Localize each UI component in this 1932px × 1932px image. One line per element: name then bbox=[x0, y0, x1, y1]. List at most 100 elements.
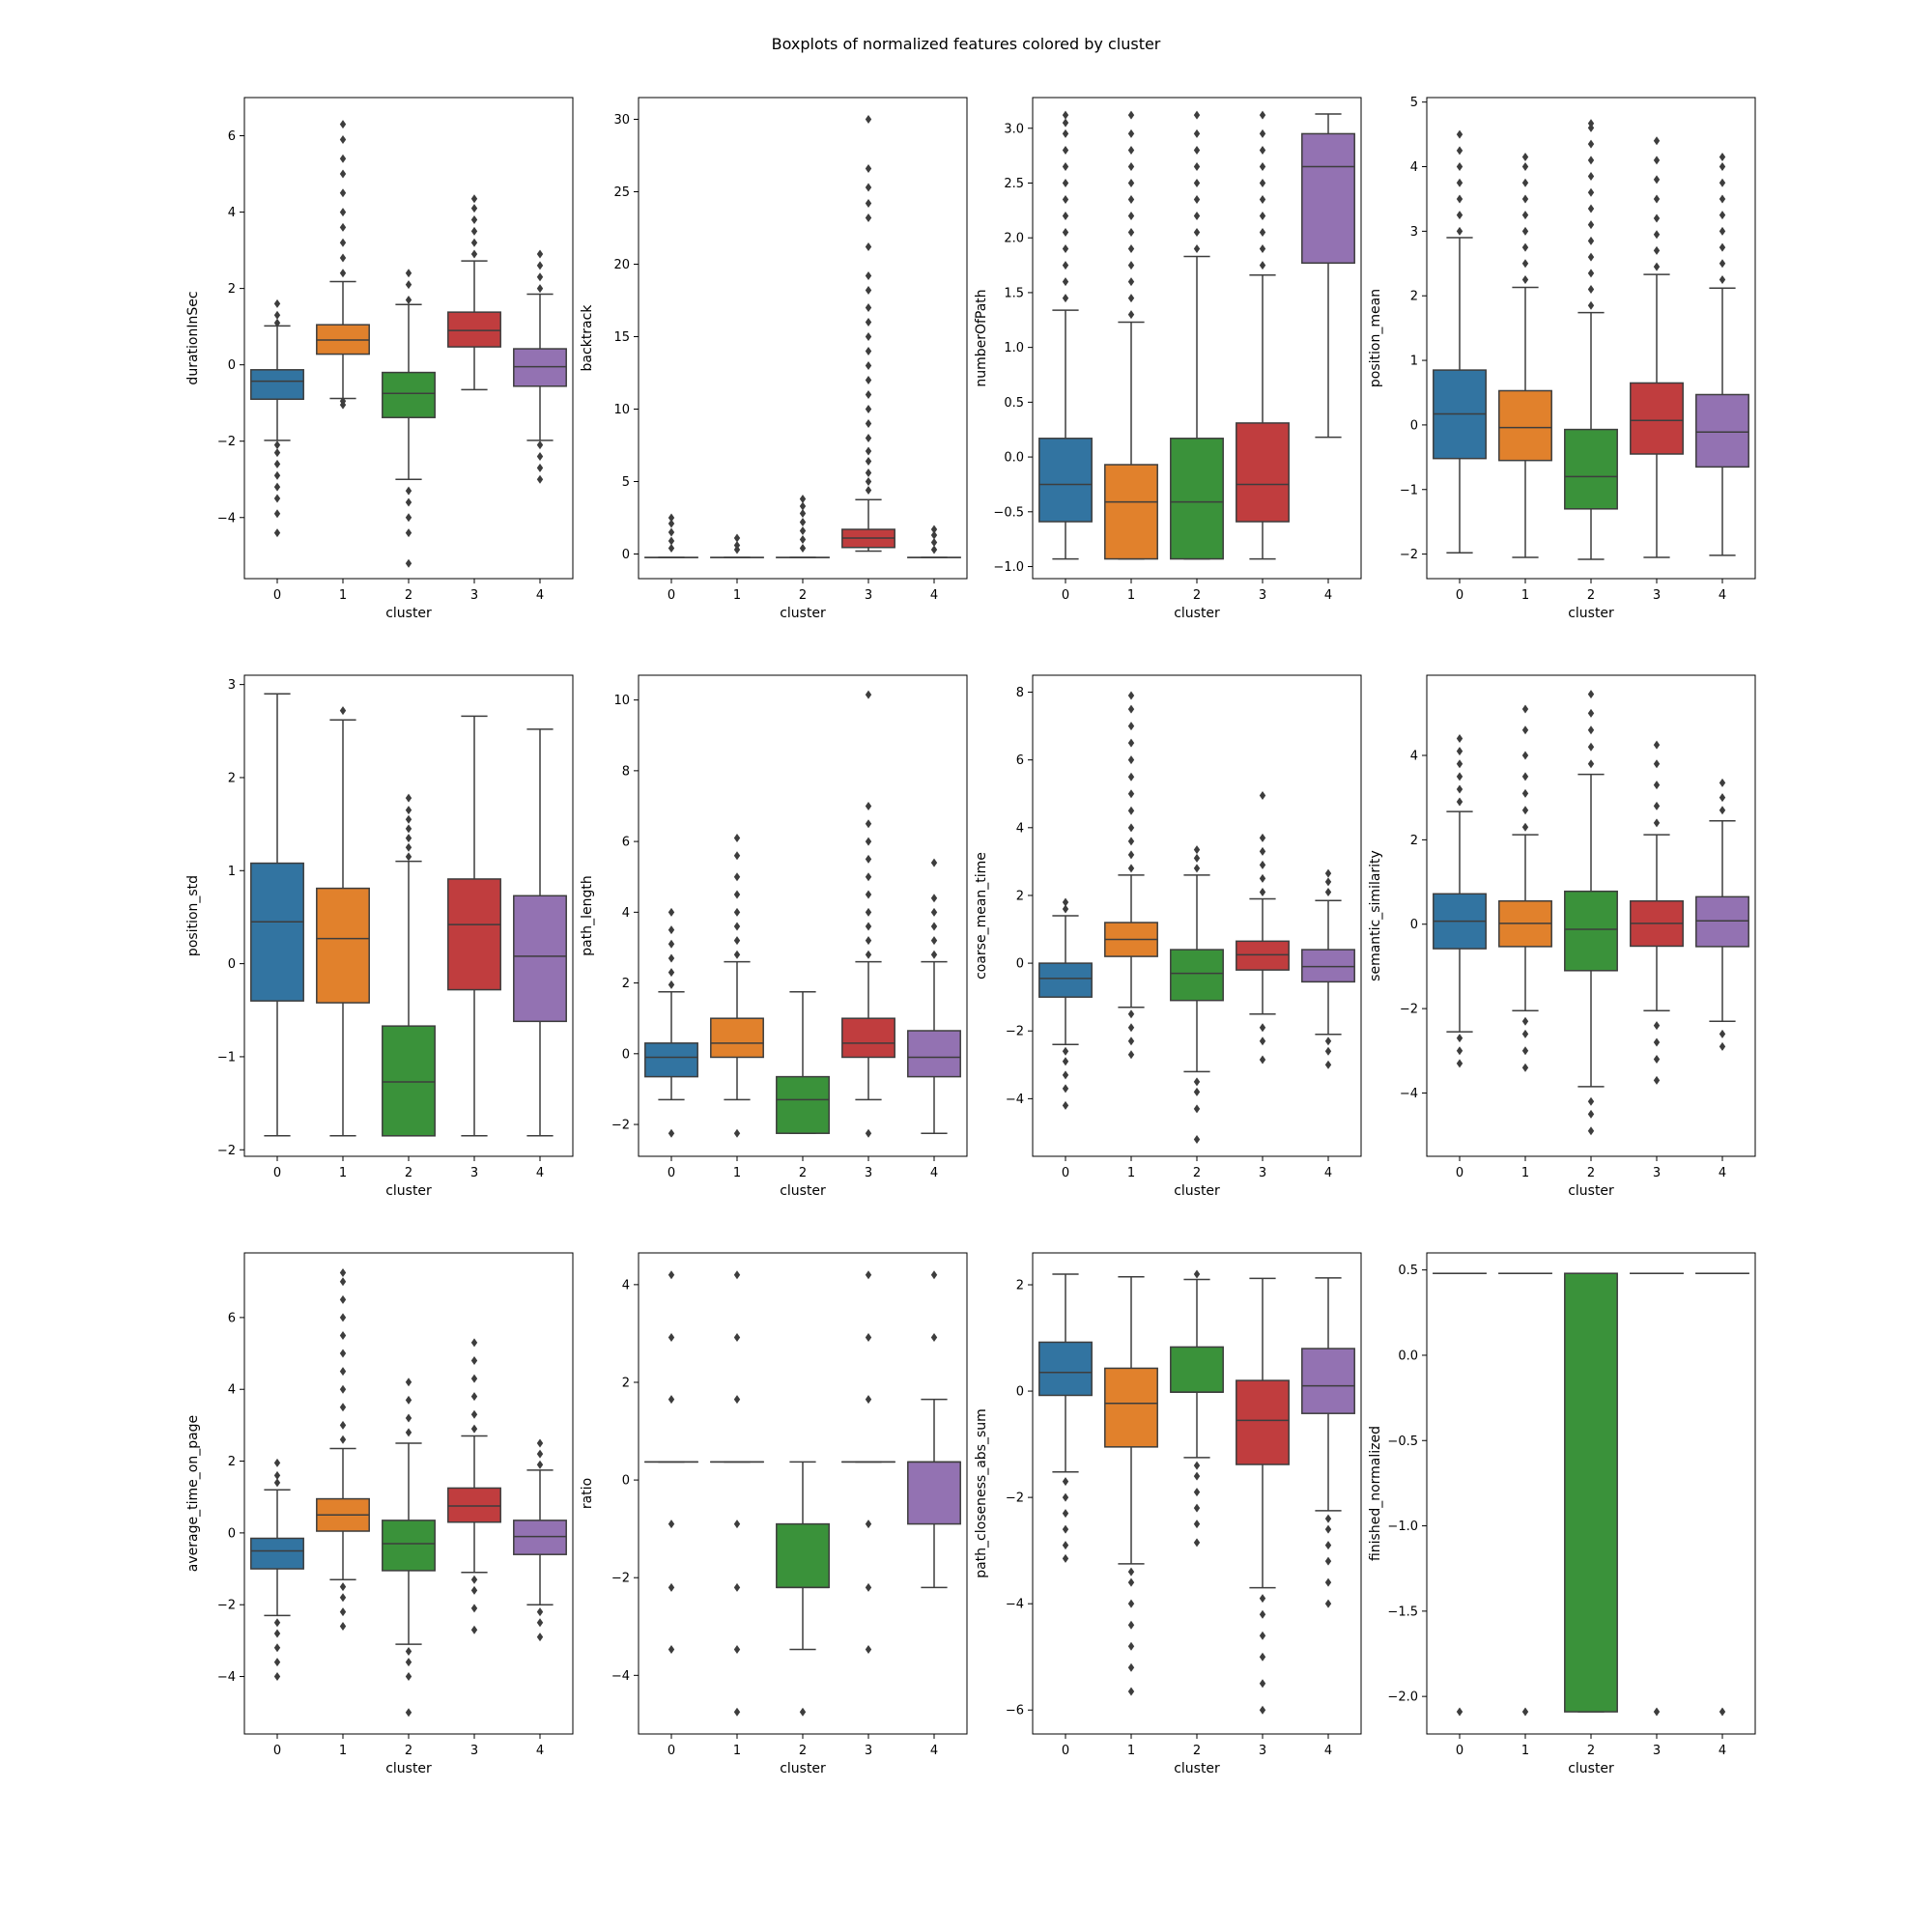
outlier-point bbox=[1062, 194, 1069, 204]
box-cluster-0 bbox=[644, 907, 698, 1138]
outlier-point bbox=[1127, 755, 1135, 765]
outlier-point bbox=[1324, 1046, 1332, 1056]
outlier-point bbox=[1062, 1046, 1069, 1056]
outlier-point bbox=[1127, 277, 1135, 287]
outlier-point bbox=[1456, 194, 1463, 204]
outlier-point bbox=[865, 922, 872, 931]
outlier-point bbox=[1193, 1538, 1201, 1548]
outlier-point bbox=[405, 814, 412, 824]
outlier-point bbox=[930, 858, 938, 867]
outlier-point bbox=[799, 544, 807, 553]
outlier-point bbox=[865, 199, 872, 208]
outlier-point bbox=[1587, 690, 1595, 699]
outlier-point bbox=[1521, 162, 1529, 172]
outlier-point bbox=[405, 295, 412, 304]
outlier-point bbox=[339, 1420, 347, 1430]
x-tick-label: 2 bbox=[799, 1166, 807, 1180]
outlier-point bbox=[865, 213, 872, 222]
outlier-point bbox=[1259, 178, 1266, 187]
x-tick-label: 4 bbox=[536, 1166, 544, 1180]
outlier-point bbox=[733, 1332, 741, 1342]
box-iqr bbox=[382, 1520, 436, 1572]
axes-frame bbox=[243, 674, 574, 1157]
outlier-point bbox=[865, 318, 872, 327]
outlier-point bbox=[930, 525, 938, 534]
outlier-point bbox=[1456, 211, 1463, 220]
y-tick-label: −2 bbox=[217, 1144, 236, 1158]
outlier-point bbox=[1193, 1077, 1201, 1087]
outlier-point bbox=[470, 1355, 478, 1365]
outlier-point bbox=[1653, 781, 1661, 790]
x-axis-label: cluster bbox=[385, 1183, 432, 1199]
outlier-point bbox=[1193, 853, 1201, 863]
box-cluster-4 bbox=[907, 858, 961, 1134]
axes-frame bbox=[638, 1252, 968, 1735]
x-tick-label: 2 bbox=[405, 1166, 412, 1180]
outlier-point bbox=[1259, 860, 1266, 869]
outlier-point bbox=[405, 1378, 412, 1387]
outlier-point bbox=[1259, 244, 1266, 254]
subplot-position_std: −2 −1 0 1 2 3 0 1 2 3 4 cluster position_std bbox=[185, 674, 574, 1199]
outlier-point bbox=[405, 528, 412, 538]
outlier-point bbox=[405, 558, 412, 568]
outlier-point bbox=[339, 1384, 347, 1394]
outlier-point bbox=[865, 907, 872, 917]
y-tick-label: 25 bbox=[613, 185, 630, 200]
outlier-point bbox=[339, 188, 347, 198]
outlier-point bbox=[405, 1672, 412, 1682]
outlier-point bbox=[865, 390, 872, 399]
outlier-point bbox=[733, 833, 741, 842]
box-cluster-4 bbox=[1301, 868, 1355, 1069]
outlier-point bbox=[1259, 110, 1266, 120]
outlier-point bbox=[1193, 1087, 1201, 1096]
box-cluster-4 bbox=[1301, 113, 1355, 439]
outlier-point bbox=[1259, 161, 1266, 171]
outlier-point bbox=[1127, 194, 1135, 204]
outlier-point bbox=[1062, 1509, 1069, 1519]
outlier-point bbox=[1653, 245, 1661, 255]
outlier-point bbox=[733, 950, 741, 959]
outlier-point bbox=[1587, 252, 1595, 262]
y-tick-label: 4 bbox=[1016, 821, 1024, 836]
outlier-point bbox=[1127, 722, 1135, 731]
outlier-point bbox=[1127, 244, 1135, 254]
box-iqr bbox=[1498, 389, 1552, 462]
outlier-point bbox=[1456, 146, 1463, 156]
outlier-point bbox=[1324, 1599, 1332, 1608]
outlier-point bbox=[273, 1470, 281, 1480]
box-cluster-2 bbox=[776, 990, 830, 1134]
outlier-point bbox=[1259, 261, 1266, 270]
box-cluster-1 bbox=[316, 120, 370, 410]
outlier-point bbox=[1456, 784, 1463, 794]
y-tick-label: 6 bbox=[228, 129, 236, 144]
outlier-point bbox=[865, 1270, 872, 1280]
outlier-point bbox=[405, 1708, 412, 1718]
outlier-point bbox=[668, 513, 675, 523]
x-tick-label: 0 bbox=[1456, 1744, 1463, 1758]
outlier-point bbox=[1127, 704, 1135, 714]
outlier-point bbox=[339, 134, 347, 144]
outlier-point bbox=[470, 1409, 478, 1419]
box-iqr bbox=[1170, 438, 1224, 560]
outlier-point bbox=[1719, 152, 1726, 161]
outlier-point bbox=[865, 1520, 872, 1529]
outlier-point bbox=[733, 922, 741, 931]
outlier-point bbox=[1062, 145, 1069, 155]
outlier-point bbox=[1456, 226, 1463, 236]
outlier-point bbox=[339, 1622, 347, 1632]
outlier-point bbox=[1062, 1084, 1069, 1094]
outlier-point bbox=[405, 1428, 412, 1437]
box-iqr bbox=[250, 1537, 304, 1570]
outlier-point bbox=[1193, 1520, 1201, 1529]
x-tick-label: 3 bbox=[1259, 1166, 1266, 1180]
box-cluster-2 bbox=[382, 793, 436, 1137]
x-tick-label: 4 bbox=[1719, 1744, 1726, 1758]
outlier-point bbox=[1127, 1599, 1135, 1608]
box-cluster-1 bbox=[1104, 1276, 1158, 1696]
outlier-point bbox=[733, 1128, 741, 1138]
y-tick-label: 2 bbox=[228, 771, 236, 785]
box-cluster-4 bbox=[907, 525, 961, 558]
outlier-point bbox=[1324, 1037, 1332, 1046]
outlier-point bbox=[1259, 145, 1266, 155]
